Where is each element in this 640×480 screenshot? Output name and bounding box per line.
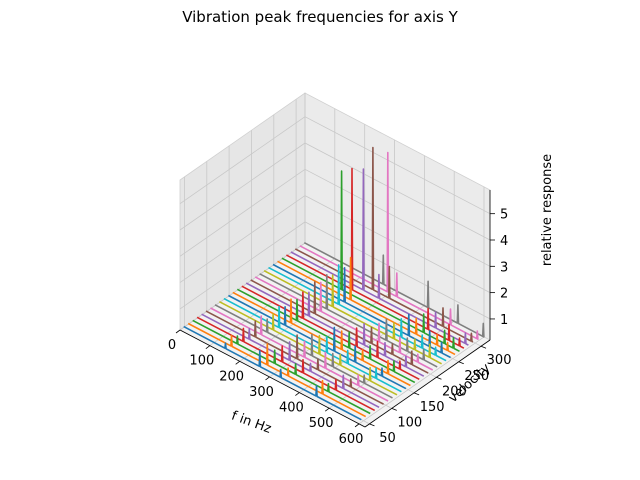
y-tick-mark xyxy=(458,361,464,365)
x-tick-mark xyxy=(205,345,211,349)
series-line xyxy=(263,269,442,365)
x-tick-mark xyxy=(175,329,181,334)
series-line xyxy=(236,288,416,384)
y-tick-mark xyxy=(480,345,487,349)
y-tick-mark xyxy=(413,392,420,396)
series-line xyxy=(196,316,376,412)
series-line xyxy=(214,304,393,399)
y-tick-label: 250 xyxy=(464,369,489,384)
x-tick-mark xyxy=(354,423,360,428)
series-line xyxy=(286,167,465,349)
series-line xyxy=(259,273,438,368)
series-line xyxy=(187,322,367,418)
series-line xyxy=(250,279,429,374)
y-axis-line xyxy=(364,339,491,428)
x-tick-mark xyxy=(265,376,270,381)
series-line xyxy=(299,151,479,341)
series-line xyxy=(241,285,420,381)
series-line xyxy=(254,276,434,371)
series-line xyxy=(201,313,380,409)
z-grid-line xyxy=(179,116,491,215)
y-tick-mark xyxy=(369,423,375,427)
y-tick-label: 200 xyxy=(442,384,467,399)
z-tick-label: 5 xyxy=(500,208,508,223)
chart-title: Vibration peak frequencies for axis Y xyxy=(182,8,458,26)
z-grid-line xyxy=(179,195,491,293)
z-tick-label: 1 xyxy=(500,313,508,328)
series-layer xyxy=(183,146,485,421)
series-line xyxy=(228,294,407,390)
x-axis-line xyxy=(179,329,366,428)
z-grid-line xyxy=(179,168,491,267)
x-tick-mark xyxy=(295,392,300,396)
y-tick-label: 150 xyxy=(420,400,445,415)
z-axis-label: relative response xyxy=(540,154,555,266)
x-tick-mark xyxy=(324,407,330,412)
series-line xyxy=(205,310,384,405)
x-tick-label: 0 xyxy=(168,338,176,353)
z-tick-label: 3 xyxy=(500,260,508,275)
x-tick-label: 600 xyxy=(339,432,364,447)
z-grid-line xyxy=(179,142,491,241)
series-line xyxy=(245,282,425,377)
series-line xyxy=(294,146,474,343)
x-tick-mark xyxy=(235,360,240,365)
series-line xyxy=(272,263,451,359)
x-tick-label: 100 xyxy=(189,354,214,369)
x-tick-label: 400 xyxy=(279,401,304,416)
x-tick-label: 300 xyxy=(249,385,274,400)
series-line xyxy=(290,168,469,346)
y-tick-mark xyxy=(436,376,442,380)
series-line xyxy=(219,300,398,396)
series-line xyxy=(281,170,460,353)
series-line xyxy=(223,297,402,393)
y-tick-mark xyxy=(391,407,397,411)
x-tick-label: 500 xyxy=(309,416,334,431)
series-line xyxy=(183,325,362,421)
y-tick-label: 100 xyxy=(397,415,422,430)
y-tick-label: 50 xyxy=(379,431,396,446)
series-line xyxy=(232,291,411,387)
y-tick-label: 300 xyxy=(487,353,512,368)
series-line xyxy=(277,256,456,356)
z-tick-label: 4 xyxy=(500,234,508,249)
series-line xyxy=(192,319,371,415)
x-tick-label: 200 xyxy=(219,369,244,384)
series-line xyxy=(210,307,389,402)
z-tick-label: 2 xyxy=(500,287,508,302)
series-line xyxy=(268,264,447,362)
x-axis-label: f in Hz xyxy=(229,409,273,437)
